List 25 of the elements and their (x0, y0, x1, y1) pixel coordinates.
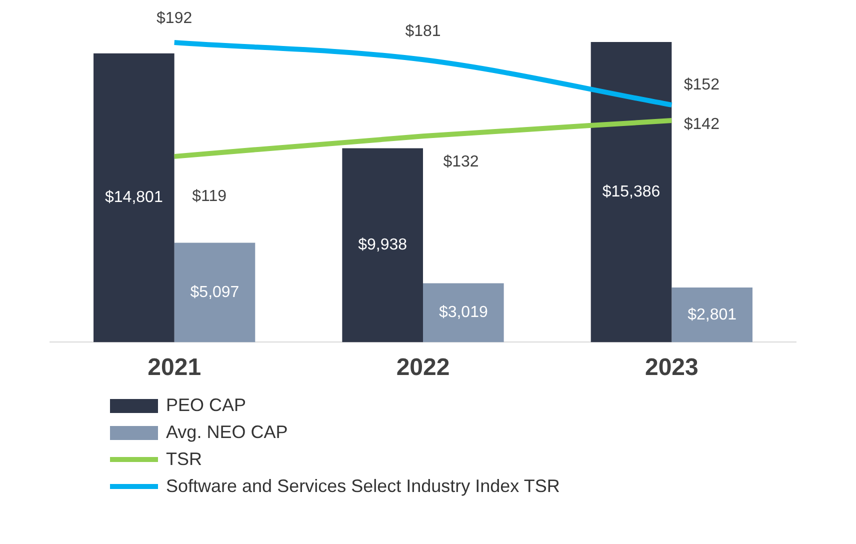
data-label: $152 (684, 76, 720, 94)
data-label: $181 (405, 23, 441, 40)
legend-label: Avg. NEO CAP (166, 422, 288, 443)
bar (94, 53, 174, 342)
bar (174, 242, 256, 342)
data-label: $119 (192, 188, 227, 205)
data-label: $3,019 (438, 304, 488, 322)
data-label: $192 (156, 10, 192, 27)
legend-label: PEO CAP (166, 395, 246, 416)
legend-label: TSR (166, 449, 202, 470)
data-label: $15,386 (602, 183, 660, 200)
x-tick-label: 2023 (644, 354, 698, 382)
bar (590, 42, 672, 342)
x-tick-label: 2022 (396, 354, 450, 382)
data-label: $142 (684, 116, 720, 133)
bar (423, 283, 504, 342)
x-tick-label: 2021 (148, 354, 202, 382)
bar (672, 288, 752, 342)
data-label: $132 (443, 154, 479, 171)
data-label: $5,097 (190, 284, 240, 301)
data-label: $2,801 (688, 306, 737, 324)
legend-label: Software and Services Select Industry Index TSR (166, 476, 560, 497)
bar (342, 148, 423, 342)
data-label: $9,938 (358, 236, 408, 254)
data-label: $14,801 (105, 189, 163, 206)
